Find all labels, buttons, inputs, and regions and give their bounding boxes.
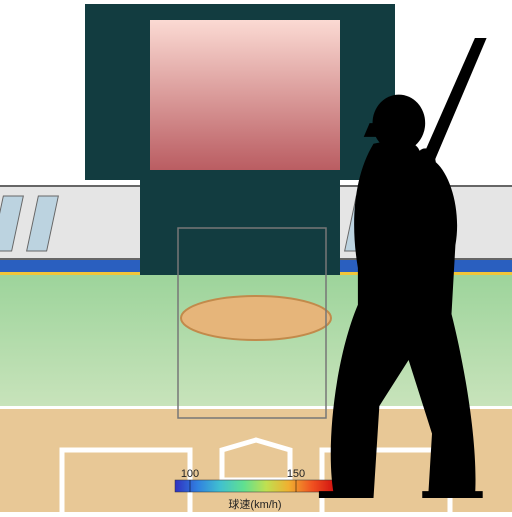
baseball-strike-zone-diagram: 100 150 球速(km/h) <box>0 0 512 512</box>
colorbar-label: 球速(km/h) <box>228 497 281 511</box>
colorbar-tick: 150 <box>287 468 305 480</box>
speed-colorbar <box>175 480 335 492</box>
colorbar-tick: 100 <box>181 468 199 480</box>
pitchers-mound <box>181 296 331 340</box>
scoreboard-screen <box>150 20 340 170</box>
